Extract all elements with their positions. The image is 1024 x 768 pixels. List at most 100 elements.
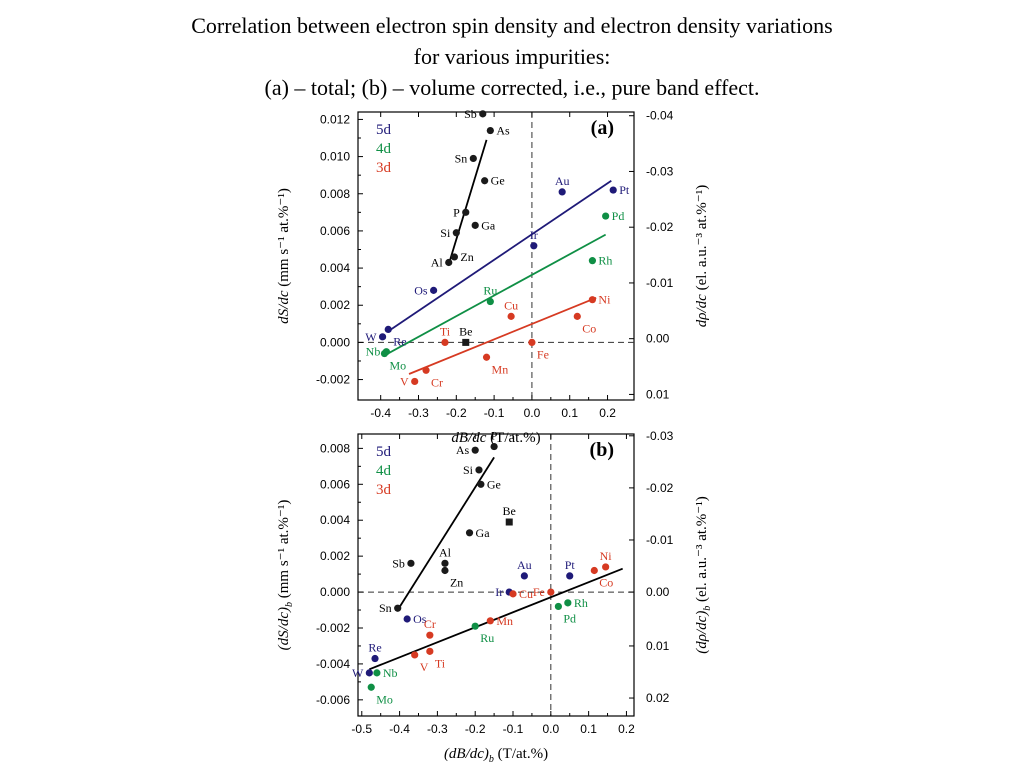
- data-point-Os: [430, 286, 438, 294]
- legend-entry-3d: 3d: [376, 482, 392, 498]
- y-tick-label: 0.002: [320, 549, 350, 563]
- data-point-P: [462, 208, 470, 216]
- point-label-Sb: Sb: [392, 556, 405, 570]
- y2-axis-label: (dρ/dc)b (el. a.u.⁻³ at.%⁻¹): [694, 496, 713, 653]
- point-label-V: V: [400, 374, 409, 388]
- y-tick-label: -0.002: [316, 621, 350, 635]
- x-tick-label: -0.2: [465, 722, 486, 736]
- point-label-Fe: Fe: [537, 347, 549, 361]
- y2-tick-label: -0.01: [646, 276, 674, 290]
- data-point-Mo: [367, 683, 375, 691]
- point-label-Al: Al: [439, 545, 452, 559]
- point-label-Os: Os: [413, 612, 427, 626]
- point-label-Sn: Sn: [455, 151, 468, 165]
- data-point-As: [486, 126, 494, 135]
- y2-tick-label: 0.00: [646, 585, 670, 599]
- data-point-V: [411, 377, 419, 386]
- legend-entry-3d: 3d: [376, 160, 392, 176]
- point-label-Pd: Pd: [612, 209, 625, 223]
- y-tick-label: 0.010: [320, 150, 350, 164]
- point-label-Co: Co: [599, 576, 613, 590]
- x-tick-label: 0.2: [618, 722, 635, 736]
- point-label-Pt: Pt: [619, 183, 630, 197]
- point-label-Cu: Cu: [519, 587, 533, 601]
- y2-axis-label: dρ/dc (el. a.u.⁻³ at.%⁻¹): [694, 185, 710, 327]
- data-point-Sb: [407, 559, 415, 567]
- point-label-Ga: Ga: [476, 526, 491, 540]
- point-label-Au: Au: [555, 174, 570, 188]
- data-point-Cu: [509, 590, 517, 598]
- chart-panel-a: -0.4 -0.3 -0.2 -0.1 0.0 0.1 0.2 -0.002 0.000 0.00…: [276, 107, 710, 446]
- point-label-As: As: [456, 443, 470, 457]
- data-point-Re: [384, 325, 392, 333]
- point-label-Re: Re: [393, 334, 406, 348]
- data-point-Ir: [530, 242, 538, 250]
- fit-line-all: [369, 567, 623, 671]
- point-label-Si: Si: [440, 226, 451, 240]
- x-tick-label: -0.3: [408, 406, 429, 420]
- point-label-Zn: Zn: [450, 576, 463, 590]
- legend-entry-4d: 4d: [376, 141, 392, 157]
- panel-label: (a): [591, 117, 614, 139]
- y2-tick-label: 0.01: [646, 639, 670, 653]
- data-point-Sn: [469, 154, 477, 163]
- point-label-Ga: Ga: [481, 218, 496, 232]
- x-tick-label: -0.2: [446, 406, 467, 420]
- data-point-Mn: [486, 617, 494, 625]
- y-tick-label: -0.002: [316, 373, 350, 387]
- data-point-Be: [505, 518, 513, 526]
- figure-title: Correlation between electron spin densit…: [0, 10, 1024, 103]
- data-point-Os: [403, 615, 411, 623]
- fit-line-other: [447, 139, 488, 265]
- point-label-Rh: Rh: [598, 254, 612, 268]
- data-point-Ni: [602, 563, 610, 571]
- data-point-Fe: [528, 338, 536, 346]
- point-label-As: As: [496, 124, 510, 138]
- data-point-Be: [462, 338, 470, 346]
- y2-tick-label: -0.02: [646, 481, 674, 495]
- point-label-Mn: Mn: [496, 614, 513, 628]
- legend-entry-5d: 5d: [376, 122, 392, 138]
- plot-frame: [357, 111, 635, 401]
- data-point-Sn: [394, 604, 402, 612]
- point-label-Ti: Ti: [440, 324, 451, 338]
- data-point-Ti: [426, 647, 434, 655]
- x-tick-label: -0.1: [484, 406, 505, 420]
- x-tick-label: -0.1: [503, 722, 524, 736]
- data-point-Ge: [481, 177, 489, 185]
- x-tick-label: 0.1: [580, 722, 597, 736]
- point-label-Mo: Mo: [389, 359, 406, 373]
- point-label-V: V: [420, 660, 429, 674]
- title-line-3: (a) – total; (b) – volume corrected, i.e…: [264, 75, 760, 100]
- y-axis-label: dS/dc (mm s⁻¹ at.%⁻¹): [276, 188, 292, 324]
- y2-tick-label: -0.03: [646, 429, 674, 443]
- data-point-Ga: [465, 529, 474, 537]
- fit-line-3d: [408, 296, 597, 375]
- data-point-Ga: [471, 221, 479, 229]
- x-tick-label: -0.4: [389, 722, 410, 736]
- y2-tick-label: -0.02: [646, 220, 674, 234]
- point-label-Au: Au: [517, 558, 532, 572]
- point-label-W: W: [352, 666, 364, 680]
- point-label-Ir: Ir: [495, 585, 503, 599]
- point-label-Sb: Sb: [464, 107, 477, 121]
- y-tick-label: -0.006: [316, 693, 350, 707]
- point-label-Sn: Sn: [379, 601, 392, 615]
- title-line-1: Correlation between electron spin densit…: [191, 13, 833, 38]
- plot-frame: [357, 433, 635, 717]
- data-point-Pt: [609, 186, 617, 194]
- data-point-Cr: [426, 631, 434, 639]
- y-tick-label: 0.006: [320, 224, 350, 238]
- legend-entry-5d: 5d: [376, 444, 392, 460]
- point-label-W: W: [365, 330, 377, 344]
- data-point-Si: [475, 466, 483, 474]
- point-label-Cr: Cr: [424, 617, 436, 631]
- point-label-Nb: Nb: [366, 345, 381, 359]
- point-label-Os: Os: [414, 283, 428, 297]
- x-tick-label: -0.5: [351, 722, 372, 736]
- y2-tick-label: -0.03: [646, 164, 674, 178]
- data-point-As: [471, 446, 479, 454]
- data-point-Al: [445, 258, 453, 267]
- point-label-Pt: Pt: [565, 558, 576, 572]
